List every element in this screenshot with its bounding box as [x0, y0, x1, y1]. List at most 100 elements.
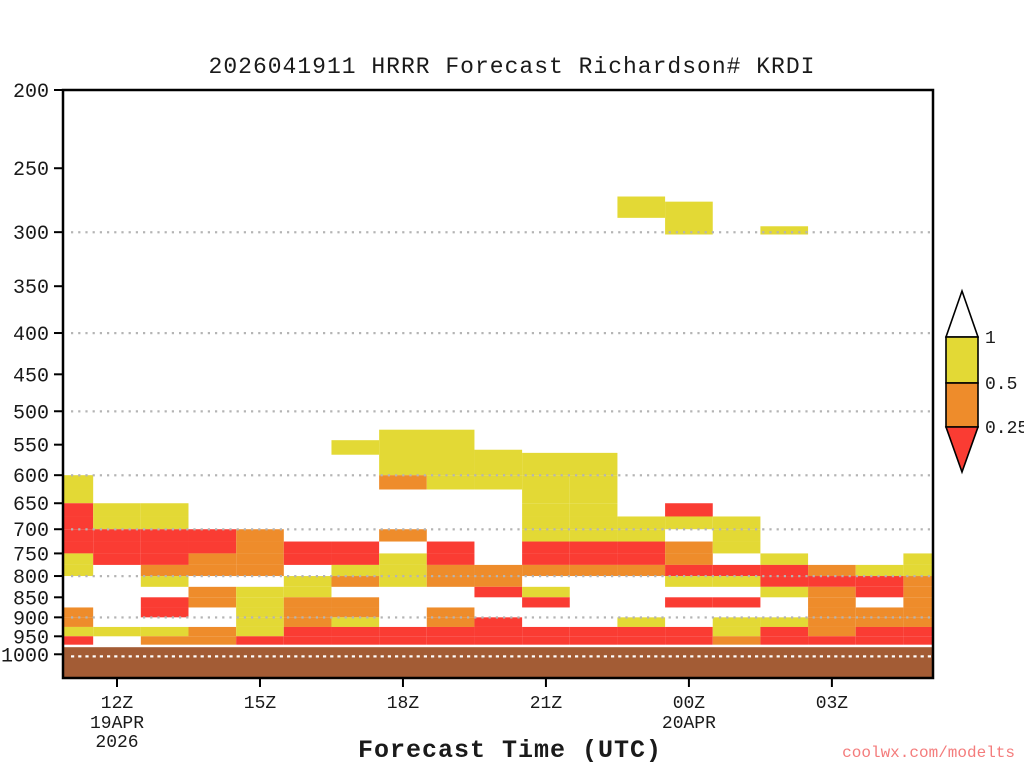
surface-gridline-dash	[611, 655, 615, 658]
gridline-dot	[215, 332, 218, 335]
surface-gridline-dash	[294, 655, 298, 658]
gridline-dot	[373, 474, 376, 477]
x-tick-label: 00Z	[673, 694, 706, 714]
gridline-dot	[870, 410, 873, 413]
gridline-dot	[78, 528, 81, 531]
surface-gridline-dash	[819, 655, 823, 658]
gridline-dot	[294, 616, 297, 619]
grid-cell	[522, 553, 570, 565]
ground-fill	[63, 647, 933, 678]
gridline-dot	[387, 528, 390, 531]
grid-cell	[188, 564, 237, 577]
gridline-dot	[567, 616, 570, 619]
gridline-dot	[560, 410, 563, 413]
gridline-dot	[171, 528, 174, 531]
grid-cell	[140, 503, 189, 517]
gridline-dot	[827, 575, 830, 578]
gridline-dot	[690, 528, 693, 531]
gridline-dot	[611, 474, 614, 477]
gridline-dot	[373, 616, 376, 619]
gridline-dot	[517, 474, 520, 477]
x-tick-label: 03Z	[816, 694, 849, 714]
gridline-dot	[899, 528, 902, 531]
gridline-dot	[128, 528, 131, 531]
gridline-dot	[431, 410, 434, 413]
gridline-dot	[805, 528, 808, 531]
gridline-dot	[531, 332, 534, 335]
gridline-dot	[215, 616, 218, 619]
surface-gridline-dash	[863, 655, 867, 658]
gridline-dot	[467, 575, 470, 578]
grid-cell	[426, 553, 475, 565]
gridline-dot	[344, 332, 347, 335]
surface-gridline-dash	[747, 655, 751, 658]
gridline-dot	[783, 528, 786, 531]
gridline-dot	[834, 575, 837, 578]
surface-gridline-dash	[503, 655, 507, 658]
gridline-dot	[92, 528, 95, 531]
gridline-dot	[884, 410, 887, 413]
gridline-dot	[92, 575, 95, 578]
gridline-dot	[891, 474, 894, 477]
gridline-dot	[272, 231, 275, 234]
gridline-dot	[193, 528, 196, 531]
gridline-dot	[798, 410, 801, 413]
x-date-label: 20APR	[662, 714, 716, 734]
grid-cell	[665, 636, 713, 646]
surface-gridline-dash	[539, 655, 543, 658]
gridline-dot	[524, 616, 527, 619]
gridline-dot	[503, 231, 506, 234]
gridline-dot	[891, 231, 894, 234]
gridline-dot	[668, 575, 671, 578]
gridline-dot	[819, 575, 822, 578]
gridline-dot	[920, 528, 923, 531]
gridline-dot	[452, 231, 455, 234]
grid-cell	[569, 489, 618, 504]
grid-cell	[712, 626, 761, 637]
gridline-dot	[308, 332, 311, 335]
surface-gridline-dash	[517, 655, 521, 658]
gridline-dot	[157, 410, 160, 413]
x-tick-label: 15Z	[244, 694, 277, 714]
gridline-dot	[215, 575, 218, 578]
gridline-dot	[157, 575, 160, 578]
grid-cell	[903, 586, 933, 598]
gridline-dot	[755, 575, 758, 578]
gridline-dot	[395, 528, 398, 531]
watermark-link[interactable]: coolwx.com/modelts	[842, 744, 1015, 762]
gridline-dot	[596, 616, 599, 619]
gridline-dot	[438, 616, 441, 619]
gridline-dot	[841, 528, 844, 531]
gridline-dot	[359, 332, 362, 335]
gridline-dot	[164, 528, 167, 531]
grid-cell	[665, 597, 713, 608]
gridline-dot	[740, 474, 743, 477]
gridline-dot	[416, 616, 419, 619]
surface-gridline-dash	[114, 655, 118, 658]
gridline-dot	[452, 616, 455, 619]
gridline-dot	[661, 474, 664, 477]
gridline-dot	[459, 474, 462, 477]
gridline-dot	[704, 474, 707, 477]
gridline-dot	[841, 410, 844, 413]
surface-gridline-dash	[272, 655, 276, 658]
gridline-dot	[236, 410, 239, 413]
gridline-dot	[647, 410, 650, 413]
gridline-dot	[798, 528, 801, 531]
axes-and-ticks	[54, 88, 935, 687]
gridline-dot	[560, 575, 563, 578]
grid-cell	[63, 489, 94, 504]
y-tick-label: 600	[13, 466, 49, 489]
gridline-dot	[834, 410, 837, 413]
gridline-dot	[704, 410, 707, 413]
gridline-dot	[611, 231, 614, 234]
gridline-dot	[863, 528, 866, 531]
gridline-dot	[409, 575, 412, 578]
gridline-dot	[647, 575, 650, 578]
gridline-dot	[776, 474, 779, 477]
gridline-dot	[359, 231, 362, 234]
gridline-dot	[351, 528, 354, 531]
grid-cell	[63, 541, 94, 554]
gridline-dot	[531, 474, 534, 477]
gridline-dot	[632, 231, 635, 234]
